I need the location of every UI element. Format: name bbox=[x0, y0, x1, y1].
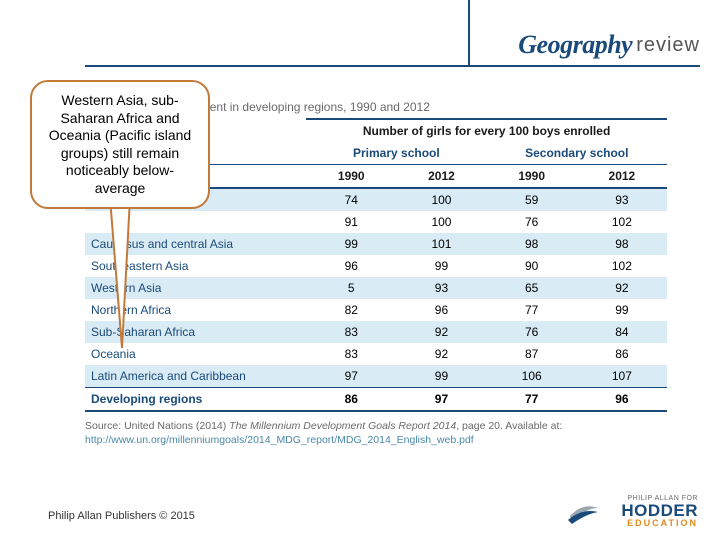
data-cell: 74 bbox=[306, 188, 396, 211]
source-title: The Millennium Development Goals Report … bbox=[229, 420, 456, 432]
data-cell: 77 bbox=[487, 388, 577, 412]
callout-text: Western Asia, sub-Saharan Africa and Oce… bbox=[49, 92, 191, 196]
data-cell: 96 bbox=[396, 299, 486, 321]
data-cell: 91 bbox=[306, 211, 396, 233]
brand-review: review bbox=[636, 34, 700, 57]
data-cell: 82 bbox=[306, 299, 396, 321]
table-body: 74 100 59 93 91 100 76 102 Caucasus and … bbox=[85, 188, 667, 411]
brand-vertical-rule bbox=[468, 0, 470, 65]
table-row: 91 100 76 102 bbox=[85, 211, 667, 233]
year-col: 2012 bbox=[577, 165, 667, 189]
data-cell: 84 bbox=[577, 321, 667, 343]
source-mid: , page 20. Available at: bbox=[456, 420, 562, 432]
data-cell: 100 bbox=[396, 188, 486, 211]
brand-bar: Geography review bbox=[518, 30, 700, 60]
year-col: 1990 bbox=[306, 165, 396, 189]
source-link: http://www.un.org/millenniumgoals/2014_M… bbox=[85, 434, 474, 446]
data-cell: 83 bbox=[306, 321, 396, 343]
region-cell: Developing regions bbox=[85, 388, 306, 412]
data-cell: 5 bbox=[306, 277, 396, 299]
data-cell: 99 bbox=[396, 365, 486, 388]
data-cell: 107 bbox=[577, 365, 667, 388]
header-primary: Primary school bbox=[306, 142, 486, 165]
callout-bubble: Western Asia, sub-Saharan Africa and Oce… bbox=[30, 80, 210, 209]
logo-mid: HODDER bbox=[621, 502, 698, 519]
source-citation: Source: United Nations (2014) The Millen… bbox=[85, 420, 667, 447]
data-cell: 97 bbox=[306, 365, 396, 388]
data-cell: 97 bbox=[396, 388, 486, 412]
table-row: Southeastern Asia 96 99 90 102 bbox=[85, 255, 667, 277]
data-cell: 93 bbox=[396, 277, 486, 299]
table-row: Caucasus and central Asia 99 101 98 98 bbox=[85, 233, 667, 255]
hodder-logo: PHILIP ALLAN FOR HODDER EDUCATION bbox=[621, 495, 698, 528]
table-row: Latin America and Caribbean 97 99 106 10… bbox=[85, 365, 667, 388]
data-cell: 102 bbox=[577, 255, 667, 277]
data-cell: 65 bbox=[487, 277, 577, 299]
data-cell: 101 bbox=[396, 233, 486, 255]
data-cell: 106 bbox=[487, 365, 577, 388]
table-total-row: Developing regions 86 97 77 96 bbox=[85, 388, 667, 412]
data-cell: 87 bbox=[487, 343, 577, 365]
year-col: 2012 bbox=[396, 165, 486, 189]
data-cell: 83 bbox=[306, 343, 396, 365]
header-top: Number of girls for every 100 boys enrol… bbox=[306, 119, 667, 142]
data-cell: 76 bbox=[487, 211, 577, 233]
data-cell: 76 bbox=[487, 321, 577, 343]
source-prefix: Source: United Nations (2014) bbox=[85, 420, 229, 432]
data-cell: 59 bbox=[487, 188, 577, 211]
data-cell: 99 bbox=[396, 255, 486, 277]
data-cell: 92 bbox=[396, 321, 486, 343]
table-row: Western Asia 5 93 65 92 bbox=[85, 277, 667, 299]
brand-geography: Geography bbox=[518, 30, 632, 60]
data-cell: 86 bbox=[306, 388, 396, 412]
data-cell: 93 bbox=[577, 188, 667, 211]
data-cell: 92 bbox=[396, 343, 486, 365]
year-col: 1990 bbox=[487, 165, 577, 189]
hodder-swoosh-icon bbox=[566, 492, 600, 526]
data-cell: 98 bbox=[577, 233, 667, 255]
table-row: Sub-Saharan Africa 83 92 76 84 bbox=[85, 321, 667, 343]
table-row: Oceania 83 92 87 86 bbox=[85, 343, 667, 365]
header-secondary: Secondary school bbox=[487, 142, 667, 165]
data-cell: 100 bbox=[396, 211, 486, 233]
brand-horizontal-rule bbox=[85, 65, 700, 67]
data-cell: 96 bbox=[306, 255, 396, 277]
data-cell: 102 bbox=[577, 211, 667, 233]
data-cell: 92 bbox=[577, 277, 667, 299]
data-cell: 96 bbox=[577, 388, 667, 412]
data-cell: 77 bbox=[487, 299, 577, 321]
region-cell: Latin America and Caribbean bbox=[85, 365, 306, 388]
data-cell: 98 bbox=[487, 233, 577, 255]
data-cell: 99 bbox=[306, 233, 396, 255]
data-cell: 90 bbox=[487, 255, 577, 277]
data-cell: 99 bbox=[577, 299, 667, 321]
logo-bot: EDUCATION bbox=[621, 519, 698, 528]
footer-copyright: Philip Allan Publishers © 2015 bbox=[48, 510, 195, 522]
table-row: Northern Africa 82 96 77 99 bbox=[85, 299, 667, 321]
data-cell: 86 bbox=[577, 343, 667, 365]
